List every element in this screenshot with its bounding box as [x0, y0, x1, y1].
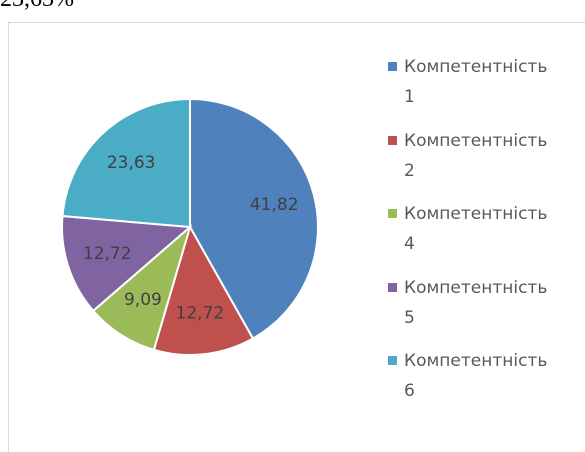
legend-label: Компетентність 5	[404, 277, 548, 328]
data-label: 12,72	[176, 303, 225, 323]
legend-item: Компетентність 5	[388, 273, 563, 333]
legend-item: Компетентність 2	[388, 126, 563, 186]
data-label: 23,63	[107, 153, 156, 173]
legend-swatch	[388, 62, 397, 71]
legend-swatch	[388, 135, 397, 145]
legend-label: Компетентність 2	[404, 130, 548, 181]
legend-label: Компетентність 4	[404, 204, 548, 254]
pie-slice	[152, 224, 255, 356]
annotation: 23,63%	[0, 0, 74, 13]
legend-item: Компетентність 6	[388, 346, 563, 406]
legend-item: Компетентність 4	[388, 199, 563, 259]
pie-slice	[189, 97, 319, 340]
data-label: 41,82	[250, 195, 299, 215]
legend-swatch	[388, 356, 397, 365]
chart-frame	[8, 22, 585, 452]
pie-slice	[61, 97, 191, 229]
legend-item: Компетентність 1	[388, 52, 563, 112]
pie-slice	[61, 214, 193, 313]
chart: 41,82 12,72 9,09 12,72 23,63	[61, 97, 319, 356]
data-label: 12,72	[83, 244, 132, 264]
legend-label: Компетентність 6	[404, 351, 548, 401]
data-label: 9,09	[124, 290, 162, 310]
legend-swatch	[388, 209, 397, 218]
legend-swatch	[388, 282, 397, 292]
legend-label: Компетентність 1	[404, 57, 548, 107]
